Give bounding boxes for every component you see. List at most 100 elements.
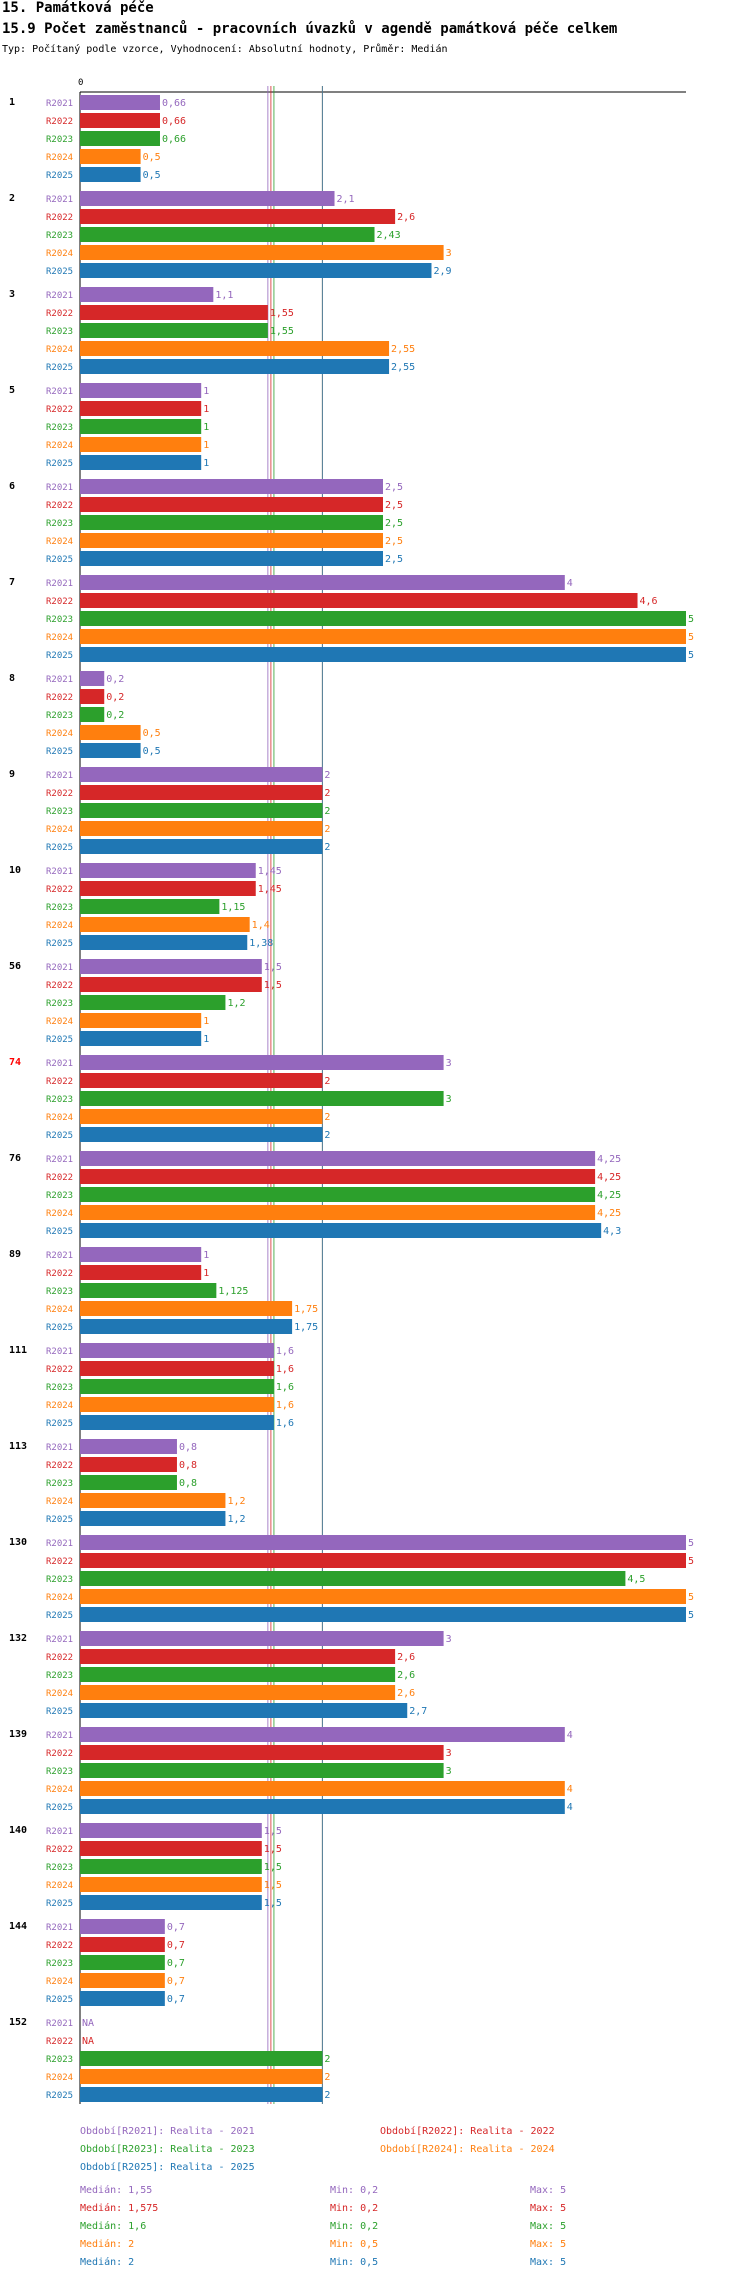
value-label-144-r2025: 0,7 [167,1994,185,2005]
value-label-130-r2025: 5 [688,1610,694,1621]
bar-7-r2024 [80,629,686,644]
value-label-6-r2023: 2,5 [385,518,403,529]
series-label-r2023: R2023 [46,1191,73,1201]
bar-5-r2023 [80,419,202,434]
value-label-7-r2025: 5 [688,650,694,661]
series-label-r2023: R2023 [46,519,73,529]
bar-3-r2022 [80,305,268,320]
value-label-152-r2022: NA [82,2036,94,2047]
series-label-r2024: R2024 [46,1401,73,1411]
bar-130-r2021 [80,1535,686,1550]
chart-title: 15.9 Počet zaměstnanců - pracovních úvaz… [2,21,618,37]
bar-140-r2021 [80,1823,262,1838]
bar-10-r2025 [80,935,248,950]
value-label-140-r2022: 1,5 [264,1844,282,1855]
value-label-3-r2024: 2,55 [391,344,415,355]
bar-111-r2025 [80,1415,274,1430]
bar-132-r2023 [80,1667,396,1682]
value-label-1-r2021: 0,66 [162,98,186,109]
bar-9-r2025 [80,839,323,854]
bar-2-r2025 [80,263,432,278]
series-label-r2021: R2021 [46,1923,73,1933]
series-label-r2025: R2025 [46,363,73,373]
value-label-2-r2024: 3 [446,248,452,259]
group-label-139: 139 [9,1729,27,1740]
series-label-r2023: R2023 [46,1479,73,1489]
series-label-r2021: R2021 [46,1059,73,1069]
value-label-152-r2024: 2 [324,2072,330,2083]
bar-76-r2023 [80,1187,596,1202]
group-label-132: 132 [9,1633,27,1644]
series-label-r2025: R2025 [46,1707,73,1717]
value-label-56-r2022: 1,5 [264,980,282,991]
value-label-8-r2024: 0,5 [143,728,161,739]
value-label-76-r2025: 4,3 [603,1226,621,1237]
value-label-139-r2023: 3 [446,1766,452,1777]
series-label-r2024: R2024 [46,1113,73,1123]
value-label-111-r2022: 1,6 [276,1364,294,1375]
series-label-r2023: R2023 [46,1767,73,1777]
group-label-144: 144 [9,1921,27,1932]
series-label-r2025: R2025 [46,1419,73,1429]
bar-9-r2022 [80,785,323,800]
value-label-152-r2025: 2 [324,2090,330,2101]
bar-132-r2025 [80,1703,408,1718]
series-label-r2023: R2023 [46,1575,73,1585]
bar-113-r2022 [80,1457,177,1472]
value-label-89-r2025: 1,75 [294,1322,318,1333]
value-label-8-r2022: 0,2 [106,692,124,703]
value-label-111-r2021: 1,6 [276,1346,294,1357]
bar-144-r2023 [80,1955,165,1970]
bar-111-r2023 [80,1379,274,1394]
value-label-56-r2021: 1,5 [264,962,282,973]
value-label-10-r2021: 1,45 [258,866,282,877]
series-label-r2021: R2021 [46,1347,73,1357]
bar-74-r2024 [80,1109,323,1124]
value-label-140-r2025: 1,5 [264,1898,282,1909]
bar-132-r2024 [80,1685,396,1700]
bar-5-r2022 [80,401,202,416]
value-label-7-r2023: 5 [688,614,694,625]
series-label-r2023: R2023 [46,999,73,1009]
series-label-r2023: R2023 [46,135,73,145]
value-label-111-r2024: 1,6 [276,1400,294,1411]
bar-76-r2021 [80,1151,596,1166]
group-label-5: 5 [9,385,15,396]
series-label-r2023: R2023 [46,711,73,721]
bar-1-r2021 [80,95,160,110]
value-label-10-r2025: 1,38 [249,938,273,949]
series-label-r2024: R2024 [46,1785,73,1795]
series-label-r2022: R2022 [46,213,73,223]
value-label-7-r2021: 4 [567,578,573,589]
value-label-132-r2022: 2,6 [397,1652,415,1663]
value-label-139-r2022: 3 [446,1748,452,1759]
value-label-130-r2024: 5 [688,1592,694,1603]
series-label-r2021: R2021 [46,1539,73,1549]
series-label-r2023: R2023 [46,231,73,241]
chart-subtitle: Typ: Počítaný podle vzorce, Vyhodnocení:… [2,44,448,55]
series-label-r2023: R2023 [46,1287,73,1297]
series-label-r2021: R2021 [46,1155,73,1165]
group-label-7: 7 [9,577,15,588]
value-label-9-r2024: 2 [324,824,330,835]
value-label-56-r2023: 1,2 [227,998,245,1009]
bar-1-r2023 [80,131,160,146]
value-label-10-r2023: 1,15 [221,902,245,913]
series-label-r2024: R2024 [46,1305,73,1315]
series-label-r2024: R2024 [46,249,73,259]
group-label-3: 3 [9,289,15,300]
series-label-r2024: R2024 [46,921,73,931]
bar-89-r2023 [80,1283,217,1298]
bar-139-r2025 [80,1799,565,1814]
value-label-89-r2024: 1,75 [294,1304,318,1315]
value-label-2-r2021: 2,1 [337,194,355,205]
value-label-130-r2021: 5 [688,1538,694,1549]
bar-7-r2023 [80,611,686,626]
bar-111-r2022 [80,1361,274,1376]
series-label-r2023: R2023 [46,807,73,817]
value-label-139-r2025: 4 [567,1802,573,1813]
value-label-74-r2025: 2 [324,1130,330,1141]
bar-6-r2021 [80,479,383,494]
bar-2-r2024 [80,245,444,260]
series-label-r2021: R2021 [46,483,73,493]
